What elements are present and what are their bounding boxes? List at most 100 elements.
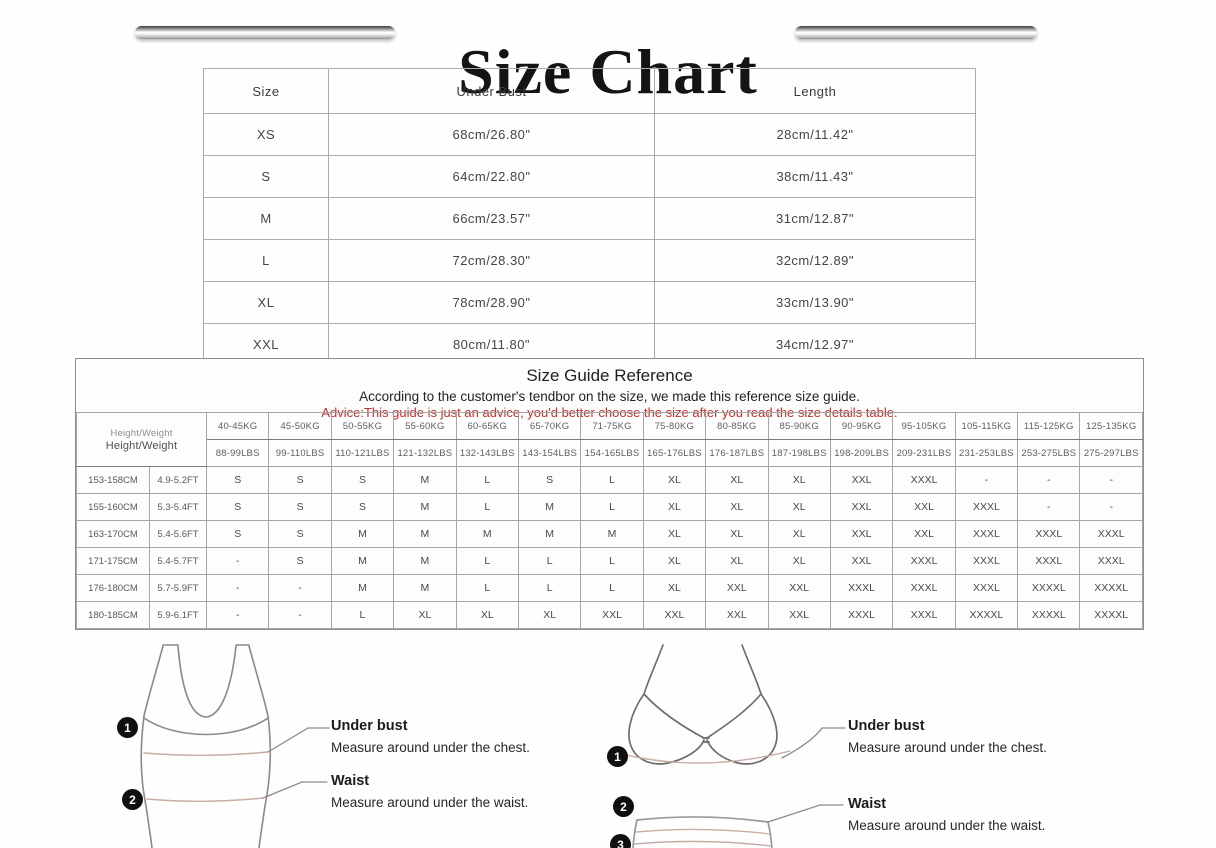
recommended-size-cell: M (330, 547, 395, 575)
recommended-size-cell: XL (767, 520, 831, 548)
weight-lbs-header: 187-198LBS (767, 439, 831, 467)
weight-kg-header: 125-135KG (1079, 412, 1143, 440)
recommended-size-cell: - (1079, 466, 1143, 494)
size-guide-subtitle: According to the customer's tendbor on t… (359, 389, 860, 404)
corner-line2: Height/Weight (105, 439, 178, 452)
size-table-row: XS 68cm/26.80" 28cm/11.42" (203, 113, 976, 156)
measurement-diagrams: 1 2 1 2 3 Under bust Measure around unde… (0, 630, 1216, 848)
size-table-cell: 33cm/13.90" (654, 281, 976, 324)
recommended-size-cell: XXXL (829, 574, 894, 602)
size-table-cell: XL (203, 281, 329, 324)
height-weight-corner-cell: Height/Weight Height/Weight (76, 412, 207, 467)
height-cm-cell: 171-175CM (76, 547, 150, 575)
recommended-size-cell: M (517, 520, 582, 548)
weight-kg-header: 80-85KG (705, 412, 769, 440)
size-table-cell: 31cm/12.87" (654, 197, 976, 240)
recommended-size-cell: XXL (767, 574, 831, 602)
recommended-size-cell: XXXXL (1017, 574, 1081, 602)
recommended-size-cell: M (517, 493, 582, 521)
recommended-size-cell: XXXL (829, 601, 894, 629)
recommended-size-cell: XL (642, 493, 707, 521)
title-decor-bar-right (795, 26, 1037, 39)
recommended-size-cell: XL (705, 520, 769, 548)
recommended-size-cell: XL (642, 574, 707, 602)
size-guide-title: Size Guide Reference (526, 366, 693, 385)
waist-label: Waist Measure around under the waist. (331, 773, 529, 810)
size-table-cell: L (203, 239, 329, 282)
recommended-size-cell: - (1017, 466, 1081, 494)
recommended-size-cell: XXXXL (1079, 601, 1143, 629)
guide-row: 155-160CM 5.3-5.4FT S S S M L M L XL XL XL XXL XXL XXX… (76, 493, 1143, 521)
recommended-size-cell: L (580, 574, 644, 602)
weight-kg-header: 75-80KG (642, 412, 707, 440)
recommended-size-cell: XL (455, 601, 519, 629)
guide-header-kg-row: Height/Weight Height/Weight 40-45KG 45-50KG… (76, 412, 1143, 467)
size-table-cell: 68cm/26.80" (328, 113, 655, 156)
recommended-size-cell: XL (517, 601, 582, 629)
recommended-size-cell: M (455, 520, 519, 548)
weight-lbs-header: 154-165LBS (580, 439, 644, 467)
size-guide-box: Size Guide Reference According to the cu… (75, 358, 1144, 630)
weight-kg-header: 65-70KG (517, 412, 582, 440)
badge-2-icon: 2 (122, 789, 143, 810)
height-cm-cell: 180-185CM (76, 601, 150, 629)
weight-lbs-header: 176-187LBS (705, 439, 769, 467)
underbust-label: Under bust Measure around under the ches… (848, 718, 1047, 755)
recommended-size-cell: M (393, 493, 457, 521)
recommended-size-cell: L (580, 493, 644, 521)
size-table-header-row: Size Under Bust Length (203, 68, 976, 114)
recommended-size-cell: XXXL (1079, 547, 1143, 575)
recommended-size-cell: M (393, 547, 457, 575)
weight-kg-header: 45-50KG (268, 412, 332, 440)
recommended-size-cell: XXL (829, 493, 894, 521)
guide-row: 171-175CM 5.4-5.7FT - S M M L L L XL XL XL XXL XXXL XX… (76, 547, 1143, 575)
recommended-size-cell: XXXL (1017, 547, 1081, 575)
recommended-size-cell: - (954, 466, 1019, 494)
recommended-size-cell: L (330, 601, 395, 629)
recommended-size-cell: XXXL (954, 574, 1019, 602)
weight-lbs-header: 110-121LBS (330, 439, 395, 467)
recommended-size-cell: S (268, 493, 332, 521)
weight-lbs-header: 132-143LBS (455, 439, 519, 467)
weight-lbs-header: 88-99LBS (205, 439, 270, 467)
recommended-size-cell: XXL (829, 466, 894, 494)
recommended-size-cell: - (1017, 493, 1081, 521)
guide-row: 153-158CM 4.9-5.2FT S S S M L S L XL XL XL XXL XXXL - -… (76, 466, 1143, 494)
recommended-size-cell: L (580, 466, 644, 494)
recommended-size-cell: S (517, 466, 582, 494)
recommended-size-cell: XXXL (954, 493, 1019, 521)
size-table-row: XL 78cm/28.90" 33cm/13.90" (203, 281, 976, 324)
size-table-cell: 64cm/22.80" (328, 155, 655, 198)
size-table-header: Length (654, 68, 976, 114)
size-guide-table: Height/Weight Height/Weight 40-45KG 45-50KG… (76, 412, 1143, 629)
weight-kg-header: 71-75KG (580, 412, 644, 440)
recommended-size-cell: XXL (705, 601, 769, 629)
recommended-size-cell: XXXL (954, 547, 1019, 575)
size-table-cell: 66cm/23.57" (328, 197, 655, 240)
recommended-size-cell: XXXL (892, 574, 956, 602)
size-table-cell: 78cm/28.90" (328, 281, 655, 324)
recommended-size-cell: L (580, 547, 644, 575)
weight-lbs-header: 198-209LBS (829, 439, 894, 467)
size-table: Size Under Bust Length XS 68cm/26.80" 28cm/1… (203, 68, 976, 366)
recommended-size-cell: XXXXL (1017, 601, 1081, 629)
recommended-size-cell: XL (705, 466, 769, 494)
recommended-size-cell: XXXL (954, 520, 1019, 548)
recommended-size-cell: L (517, 574, 582, 602)
recommended-size-cell: S (205, 520, 270, 548)
recommended-size-cell: XL (642, 466, 707, 494)
recommended-size-cell: XL (393, 601, 457, 629)
recommended-size-cell: L (455, 466, 519, 494)
weight-kg-header: 95-105KG (892, 412, 956, 440)
recommended-size-cell: - (205, 547, 270, 575)
recommended-size-cell: XXL (829, 547, 894, 575)
recommended-size-cell: M (580, 520, 644, 548)
weight-lbs-header: 143-154LBS (517, 439, 582, 467)
recommended-size-cell: L (455, 493, 519, 521)
size-table-row: M 66cm/23.57" 31cm/12.87" (203, 197, 976, 240)
recommended-size-cell: XXXL (1017, 520, 1081, 548)
recommended-size-cell: XXL (642, 601, 707, 629)
badge-1-icon: 1 (607, 746, 628, 767)
height-ft-cell: 5.4-5.6FT (149, 520, 207, 548)
